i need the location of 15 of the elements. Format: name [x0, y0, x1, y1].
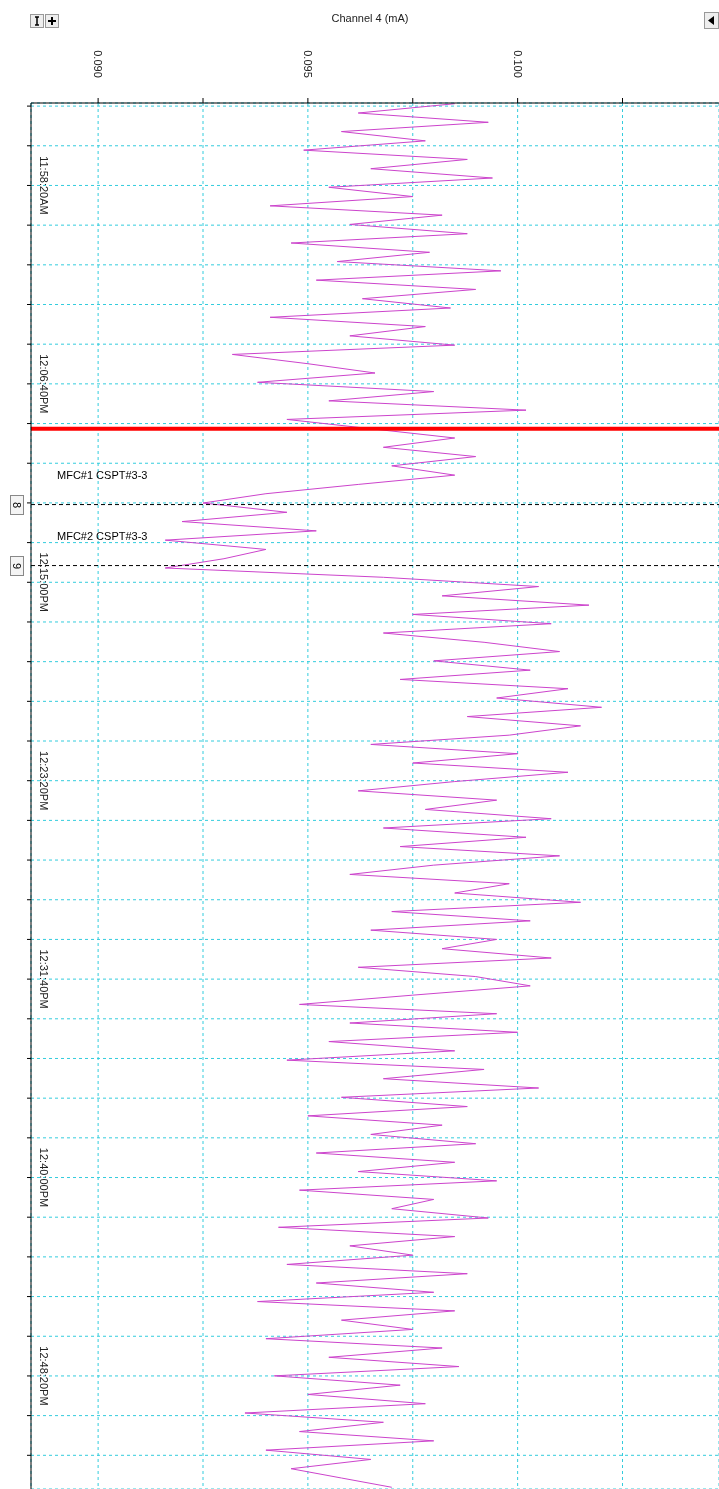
- y-tick-label: 12:06:40PM: [38, 354, 50, 414]
- x-tick-label: 0.095: [301, 50, 314, 78]
- text: 8: [11, 501, 23, 508]
- ref-line-label: MFC#1 CSPT#3-3: [57, 468, 148, 481]
- ref-line-label: MFC#2 CSPT#3-3: [57, 529, 148, 542]
- y-tick-label: 12:48:20PM: [38, 1346, 50, 1406]
- x-tick-label: 0.090: [92, 50, 105, 78]
- y-tick-label: 11:58:20AM: [38, 156, 50, 215]
- y-tick-label: 12:15:00PM: [38, 552, 50, 612]
- x-tick-label: 0.100: [511, 50, 524, 78]
- y-tick-label: 12:31:40PM: [38, 949, 50, 1009]
- x-axis-title: Channel 4 (mA): [330, 12, 410, 24]
- y-tick-label: 12:40:00PM: [38, 1147, 50, 1208]
- y-tick-label: 12:23:20PM: [38, 751, 50, 811]
- text: 9: [11, 562, 23, 569]
